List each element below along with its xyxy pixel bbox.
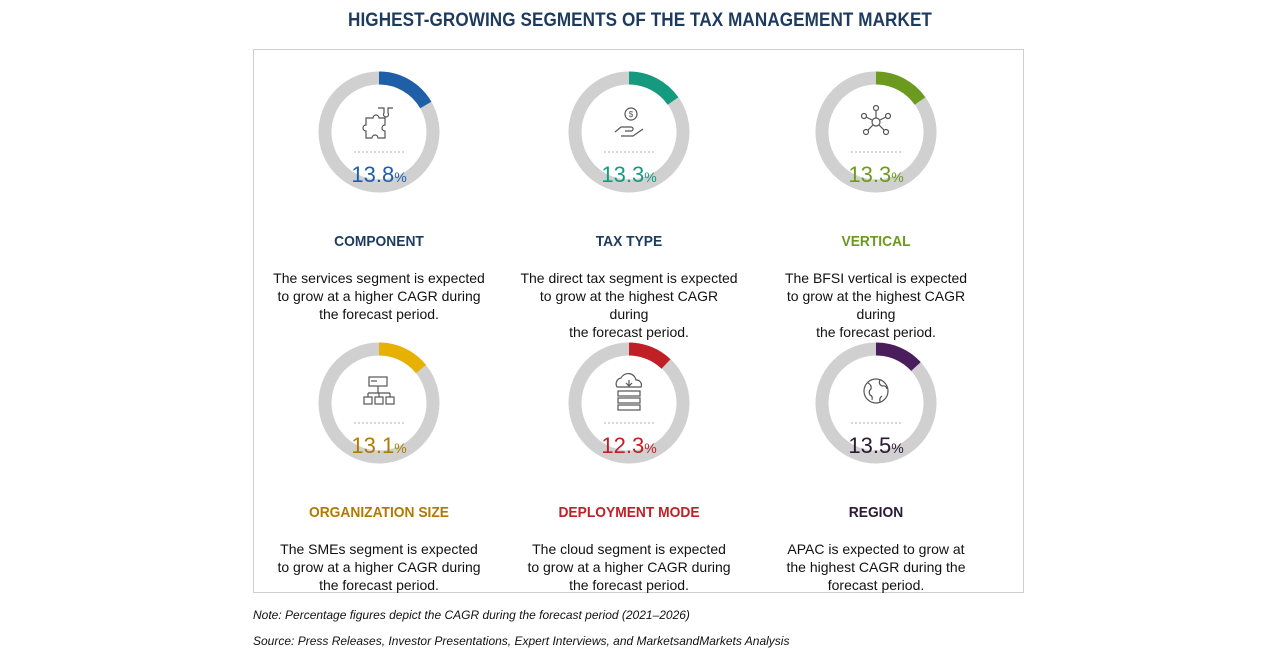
cagr-value: 13.3% (848, 162, 904, 187)
segment-label: VERTICAL (841, 233, 911, 250)
segment-description: The SMEs segment is expected to grow at … (277, 541, 481, 593)
segment-description: The BFSI vertical is expected to grow at… (784, 270, 968, 340)
donut-segment (378, 342, 427, 374)
segment-description: The cloud segment is expected to grow at… (527, 541, 731, 593)
donut-chart (568, 342, 690, 464)
cagr-value: 13.5% (848, 433, 904, 458)
donut-segment (628, 342, 671, 369)
footnote: Note: Percentage figures depict the CAGR… (253, 608, 690, 622)
segment-label: TAX TYPE (595, 233, 663, 250)
cagr-value: 13.1% (351, 433, 407, 458)
puzzle-icon (362, 107, 393, 139)
donut-segment (628, 71, 679, 105)
cagr-value: 13.3% (601, 162, 657, 187)
segments-panel: 13.8% COMPONENT The services segment is … (253, 49, 1024, 593)
donut-segment (378, 71, 432, 109)
segment-description: APAC is expected to grow at the highest … (786, 541, 966, 593)
dollar-hand-icon (614, 107, 644, 137)
page-title: HIGHEST-GROWING SEGMENTS OF THE TAX MANA… (348, 10, 932, 31)
donut-chart (815, 342, 937, 464)
donut-chart (318, 342, 440, 464)
donut-chart: $ (568, 71, 690, 193)
source-note: Source: Press Releases, Investor Present… (253, 634, 790, 648)
donut-chart (815, 71, 937, 193)
segment-label: REGION (848, 504, 904, 521)
segment-label: DEPLOYMENT MODE (558, 504, 700, 521)
org-chart-icon (363, 376, 395, 405)
segment-label: ORGANIZATION SIZE (308, 504, 450, 521)
donut-chart (318, 71, 440, 193)
globe-icon (863, 378, 889, 404)
donut-segment (875, 342, 921, 372)
svg-text:$: $ (629, 110, 634, 119)
segment-description: The direct tax segment is expected to gr… (520, 270, 738, 340)
network-icon (860, 104, 892, 136)
cagr-value: 12.3% (601, 433, 657, 458)
segment-description: The services segment is expected to grow… (273, 270, 485, 322)
cloud-server-icon (615, 372, 643, 411)
cagr-value: 13.8% (351, 162, 407, 187)
donut-segment (875, 71, 926, 105)
segment-label: COMPONENT (334, 233, 424, 250)
